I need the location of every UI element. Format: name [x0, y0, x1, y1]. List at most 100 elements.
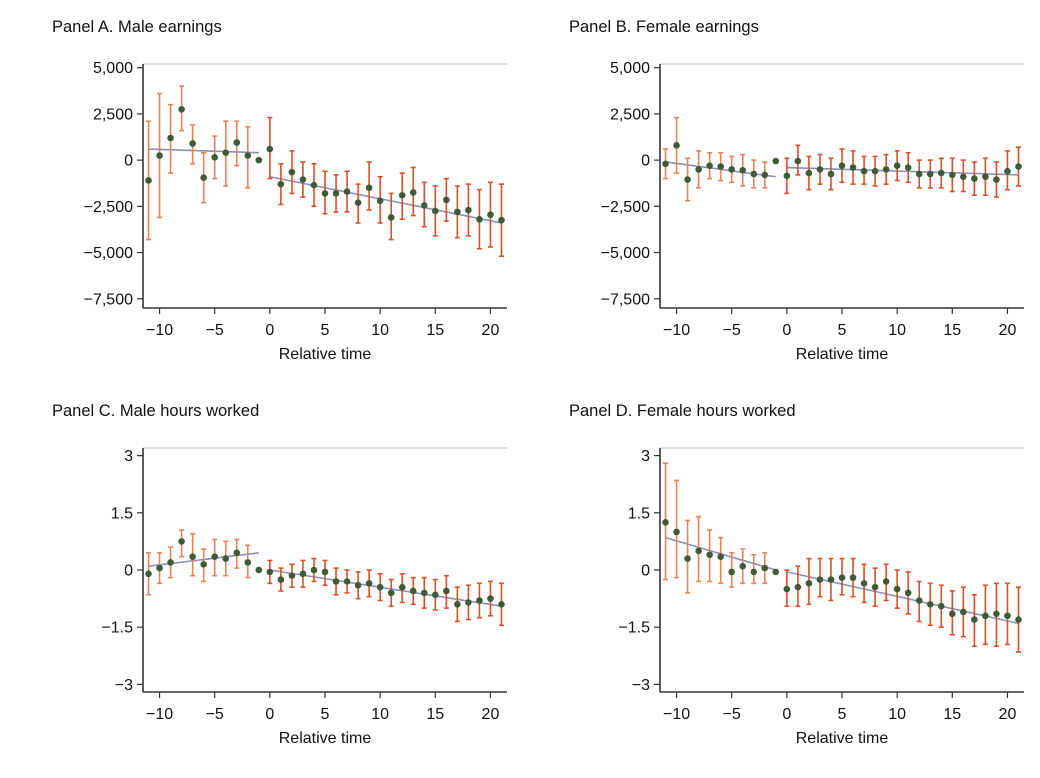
data-point: [695, 547, 702, 555]
x-tick-label: 10: [888, 706, 906, 723]
x-tick-label: 0: [265, 322, 274, 339]
trend-line: [269, 175, 502, 224]
y-tick-label: 0: [124, 563, 133, 580]
data-point: [321, 568, 329, 576]
data-point: [1004, 167, 1011, 175]
data-point: [805, 169, 813, 177]
data-point: [717, 163, 724, 170]
data-point: [211, 154, 218, 161]
data-point: [993, 176, 1000, 183]
data-point: [915, 170, 923, 178]
chart-panel-b: 5,000 2,500 0 −2,500 −5,000 −7,500 −10 −5 0 5 10 15…: [601, 60, 1024, 363]
panel-b: Panel B. Female earnings 5,000 2,500 0 −2,5…: [517, 0, 1037, 389]
x-tick-label: 20: [999, 706, 1017, 723]
y-tick-label: 5,000: [93, 60, 133, 77]
data-point: [189, 553, 196, 560]
chart-panel-c: 3 1.5 0 −1.5 −3 −10 −5 0 5 10 15 20 Relative time: [101, 447, 507, 747]
data-point: [794, 583, 802, 591]
y-tick-label: −5,000: [601, 245, 650, 262]
data-point: [498, 601, 505, 608]
panel-c: Panel C. Male hours worked 3 1.5 0 −1.5 −3 −1…: [0, 384, 520, 773]
data-point: [949, 610, 956, 618]
data-point: [761, 171, 769, 179]
y-tick-label: −3: [632, 677, 650, 694]
data-point: [321, 190, 329, 197]
data-point: [982, 173, 989, 181]
data-point: [387, 589, 395, 597]
data-point: [299, 570, 307, 578]
y-tick-label: −5,000: [84, 245, 133, 262]
data-point: [882, 166, 890, 173]
data-point: [266, 145, 274, 153]
data-point: [222, 555, 230, 562]
x-tick-label: −10: [146, 706, 173, 723]
y-tick-label: 2,500: [93, 106, 133, 123]
x-tick-label: 0: [265, 706, 274, 723]
data-point: [849, 164, 857, 171]
data-point: [971, 175, 978, 182]
y-tick-label: 0: [641, 153, 650, 170]
data-point: [343, 188, 351, 195]
data-point: [750, 170, 758, 178]
data-point: [871, 167, 879, 175]
x-tick-label: 5: [321, 706, 330, 723]
data-point: [476, 215, 483, 223]
x-tick-label: −5: [723, 706, 741, 723]
panel-title: Panel A. Male earnings: [52, 18, 222, 36]
data-point: [1015, 616, 1022, 623]
data-point: [783, 585, 791, 593]
data-point: [432, 207, 439, 215]
data-point: [794, 157, 802, 165]
data-point: [860, 580, 868, 587]
data-point: [420, 589, 428, 597]
data-point: [982, 612, 989, 620]
x-tick-label: 15: [426, 706, 444, 723]
data-point: [233, 139, 241, 146]
data-point: [860, 167, 868, 175]
x-tick-label: −5: [723, 322, 741, 339]
data-point: [310, 181, 318, 189]
y-tick-label: 0: [641, 563, 650, 580]
data-point: [299, 176, 307, 183]
y-tick-label: −2,500: [84, 199, 133, 216]
data-point: [783, 172, 791, 180]
y-tick-label: 1.5: [111, 505, 133, 522]
data-point: [706, 162, 713, 169]
y-tick-label: 1.5: [628, 505, 650, 522]
data-point: [255, 566, 263, 574]
data-point: [838, 162, 846, 169]
data-point: [750, 568, 758, 576]
data-point: [904, 164, 912, 171]
data-point: [673, 142, 680, 149]
data-point: [332, 190, 340, 197]
x-tick-label: 10: [371, 706, 389, 723]
trend-line: [269, 569, 502, 608]
data-point: [893, 585, 901, 593]
data-point: [255, 156, 263, 164]
y-tick-label: −7,500: [601, 291, 650, 308]
data-point: [498, 216, 505, 224]
y-tick-label: 5,000: [610, 60, 650, 77]
data-point: [926, 170, 934, 178]
data-point: [805, 580, 813, 587]
data-point: [717, 553, 724, 560]
data-point: [706, 551, 713, 559]
data-point: [354, 581, 362, 589]
data-point: [684, 555, 691, 562]
x-tick-label: 15: [426, 322, 444, 339]
x-tick-label: −5: [206, 706, 224, 723]
data-point: [915, 597, 923, 604]
data-point: [904, 589, 912, 597]
data-point: [156, 564, 163, 572]
x-tick-label: 5: [838, 706, 847, 723]
trend-line: [148, 148, 259, 154]
data-point: [871, 583, 879, 591]
y-tick-label: 3: [124, 448, 133, 465]
data-point: [343, 578, 351, 585]
x-tick-label: −5: [206, 322, 224, 339]
x-tick-label: 15: [943, 322, 961, 339]
data-point: [772, 568, 780, 576]
data-point: [244, 559, 252, 566]
x-tick-label: 0: [782, 706, 791, 723]
data-point: [222, 149, 230, 157]
